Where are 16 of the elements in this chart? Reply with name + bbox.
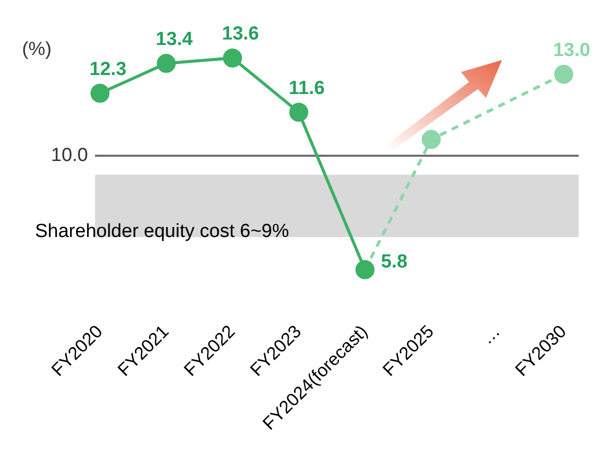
point xyxy=(554,64,574,84)
data-label: 12.3 xyxy=(90,59,126,80)
point xyxy=(156,54,176,73)
data-label: 13.0 xyxy=(553,40,590,62)
data-label: 13.4 xyxy=(156,29,194,50)
point xyxy=(90,84,110,103)
y-axis-title: (%) xyxy=(22,39,52,60)
ref-line-label: 10.0 xyxy=(51,144,88,166)
data-label: 5.8 xyxy=(380,251,408,272)
point xyxy=(222,48,242,68)
data-label: 11.6 xyxy=(288,78,325,100)
band-label: Shareholder equity cost 6~9% xyxy=(35,220,290,242)
x-tick-label: … xyxy=(476,321,504,348)
point xyxy=(422,130,441,149)
data-label: 13.6 xyxy=(222,24,259,45)
point xyxy=(289,102,308,122)
